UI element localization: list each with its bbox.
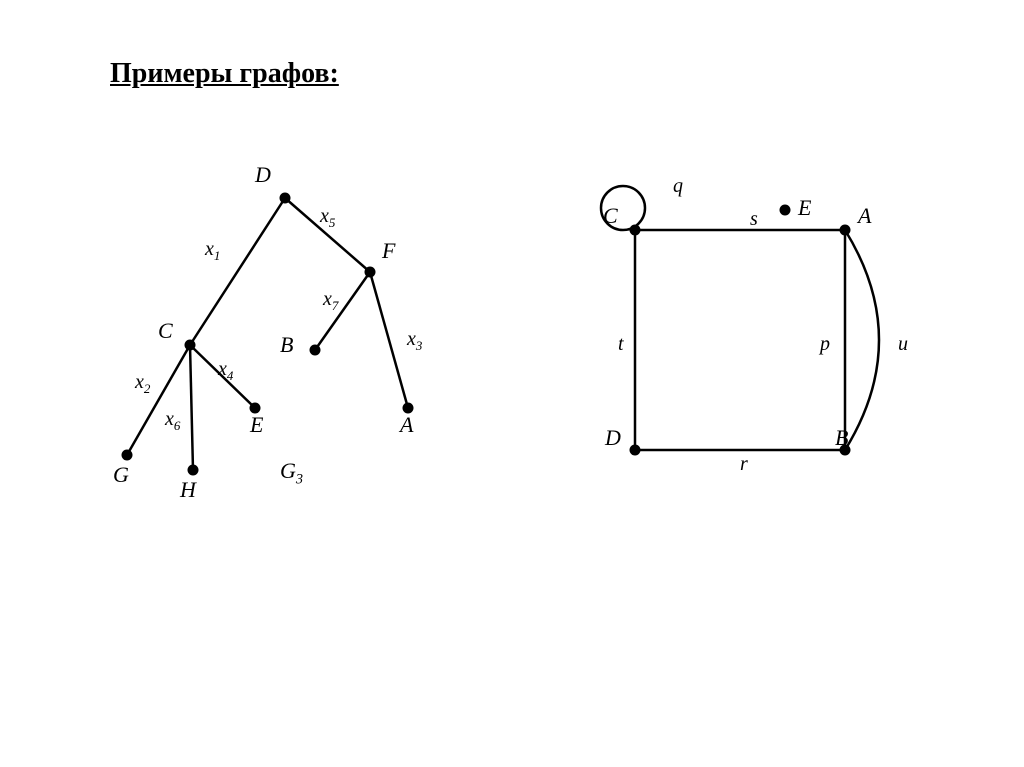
edge-label-g1-2: x3 xyxy=(406,328,423,353)
node-g2-E xyxy=(780,205,791,216)
edge-label-g2-loop-q: q xyxy=(673,175,683,197)
edge-label-g2-3: r xyxy=(740,453,748,475)
diagram-canvas: x1 x5 x3 x7 x4 x2 x6 D F C B A E G H G3 s t p r q u C A D B E xyxy=(0,0,1024,767)
edge-label-g1-4: x4 xyxy=(217,358,234,383)
edge-g1-6 xyxy=(190,345,193,470)
edge-label-g1-3: x7 xyxy=(322,288,339,313)
node-label-g2-C: C xyxy=(603,203,618,228)
edge-label-g1-1: x5 xyxy=(319,205,336,230)
edge-g2-arc-u xyxy=(845,230,879,450)
node-g2-D xyxy=(630,445,641,456)
node-label-g1-G: G xyxy=(113,462,129,487)
node-g2-A xyxy=(840,225,851,236)
node-label-g1-B: B xyxy=(280,332,293,357)
node-label-g2-B: B xyxy=(835,425,848,450)
edge-label-g2-0: s xyxy=(750,208,758,230)
graph1-label: G3 xyxy=(280,458,303,488)
node-label-g2-A: A xyxy=(856,203,872,228)
edge-g1-0 xyxy=(190,198,285,345)
node-g2-C xyxy=(630,225,641,236)
edge-g1-5 xyxy=(127,345,190,455)
edge-label-g1-0: x1 xyxy=(204,238,220,263)
edge-label-g1-6: x6 xyxy=(164,408,181,433)
edge-g1-2 xyxy=(370,272,408,408)
edge-label-g1-5: x2 xyxy=(134,371,151,396)
edge-label-g2-1: t xyxy=(618,333,624,355)
node-label-g1-E: E xyxy=(249,412,264,437)
node-label-g1-H: H xyxy=(179,477,197,502)
node-g1-B xyxy=(310,345,321,356)
node-g1-C xyxy=(185,340,196,351)
node-g1-D xyxy=(280,193,291,204)
edge-label-g2-arc-u: u xyxy=(898,333,908,355)
node-label-g2-D: D xyxy=(604,425,621,450)
node-g1-F xyxy=(365,267,376,278)
node-label-g1-A: A xyxy=(398,412,414,437)
node-label-g1-D: D xyxy=(254,162,271,187)
node-g1-H xyxy=(188,465,199,476)
edge-label-g2-2: p xyxy=(818,333,830,355)
edge-g1-3 xyxy=(315,272,370,350)
node-g1-G xyxy=(122,450,133,461)
node-label-g1-C: C xyxy=(158,318,173,343)
node-label-g2-E: E xyxy=(797,195,812,220)
node-label-g1-F: F xyxy=(381,238,396,263)
